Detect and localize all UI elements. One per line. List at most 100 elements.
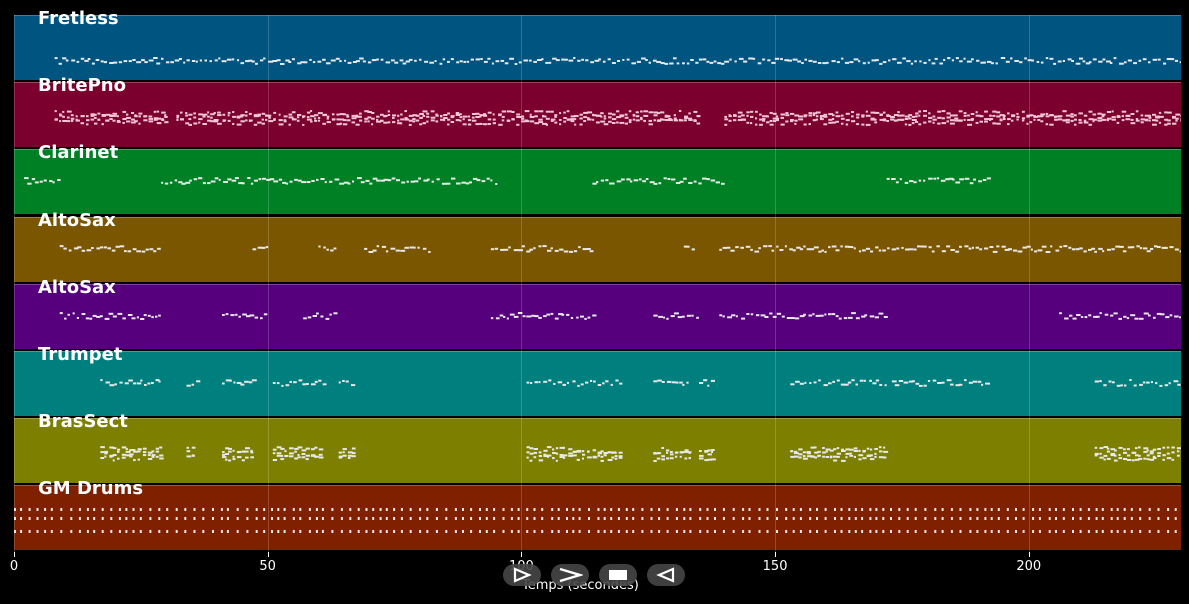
note	[663, 316, 666, 319]
note	[1103, 446, 1109, 449]
note	[677, 315, 682, 318]
note	[1075, 62, 1081, 65]
note	[608, 116, 612, 119]
note	[426, 508, 429, 512]
note	[883, 451, 889, 454]
note	[577, 59, 581, 62]
note	[212, 508, 214, 512]
note	[454, 508, 457, 512]
note	[207, 115, 210, 118]
track-row: AltoSax	[14, 210, 1181, 282]
note	[821, 249, 824, 252]
note	[861, 517, 864, 521]
note	[1059, 311, 1062, 314]
note	[588, 530, 590, 534]
note	[1167, 111, 1172, 114]
fast-forward-button[interactable]	[551, 564, 589, 586]
note	[955, 57, 959, 60]
note	[246, 508, 249, 512]
note	[198, 118, 203, 121]
note	[603, 530, 606, 534]
note	[683, 530, 686, 534]
note	[430, 110, 435, 113]
note	[932, 115, 936, 118]
note	[225, 312, 229, 315]
note	[618, 451, 623, 454]
note	[516, 113, 521, 116]
note	[722, 508, 725, 512]
note	[305, 458, 309, 461]
note	[746, 111, 750, 114]
note	[292, 530, 295, 534]
note	[159, 454, 164, 457]
note	[664, 115, 670, 118]
note	[724, 60, 730, 63]
note	[722, 246, 728, 249]
note	[563, 250, 569, 253]
note	[435, 113, 438, 116]
note	[793, 452, 799, 455]
note	[848, 245, 854, 248]
note	[607, 459, 613, 462]
note	[1111, 381, 1115, 384]
note	[840, 114, 844, 117]
note	[714, 530, 716, 534]
note	[1148, 517, 1151, 521]
note	[900, 114, 905, 117]
note	[405, 60, 410, 63]
note	[1083, 121, 1089, 124]
note	[220, 517, 223, 521]
note	[503, 248, 509, 251]
note	[236, 508, 239, 512]
note	[1180, 115, 1181, 118]
note	[401, 181, 406, 184]
note	[178, 58, 182, 60]
note	[257, 246, 263, 249]
note	[684, 115, 688, 118]
track-row: Clarinet	[14, 142, 1181, 215]
note	[581, 58, 584, 61]
note	[780, 123, 785, 126]
note	[110, 517, 113, 521]
note	[1085, 62, 1091, 65]
stop-button[interactable]	[599, 564, 637, 586]
play-button[interactable]	[503, 564, 541, 586]
note	[691, 314, 694, 317]
note	[476, 179, 481, 182]
note	[656, 112, 660, 115]
note	[60, 530, 63, 534]
note	[365, 517, 368, 521]
note	[170, 61, 174, 64]
note	[288, 61, 292, 63]
note	[996, 115, 1001, 118]
note	[624, 122, 628, 125]
note	[321, 517, 324, 521]
note	[730, 249, 735, 252]
note	[538, 244, 542, 247]
note	[878, 450, 883, 453]
note	[878, 446, 882, 449]
note	[1110, 517, 1113, 521]
note	[340, 517, 343, 521]
note	[524, 110, 530, 113]
note	[100, 451, 105, 454]
note	[344, 59, 347, 62]
note	[314, 380, 318, 383]
note	[923, 110, 927, 113]
piano-roll: Fretless BritePno Clarinet AltoSax AltoSax Tr…	[14, 8, 1181, 552]
note	[949, 119, 955, 122]
rewind-button[interactable]	[647, 564, 685, 586]
note	[900, 118, 905, 121]
note	[840, 530, 843, 534]
note	[759, 118, 764, 121]
note	[608, 112, 612, 115]
note	[657, 379, 662, 382]
note	[968, 381, 973, 384]
note	[882, 61, 887, 64]
note	[1115, 245, 1120, 248]
note	[1152, 113, 1156, 116]
note	[592, 183, 597, 186]
note	[538, 118, 543, 121]
note	[43, 179, 47, 182]
note	[237, 59, 240, 62]
